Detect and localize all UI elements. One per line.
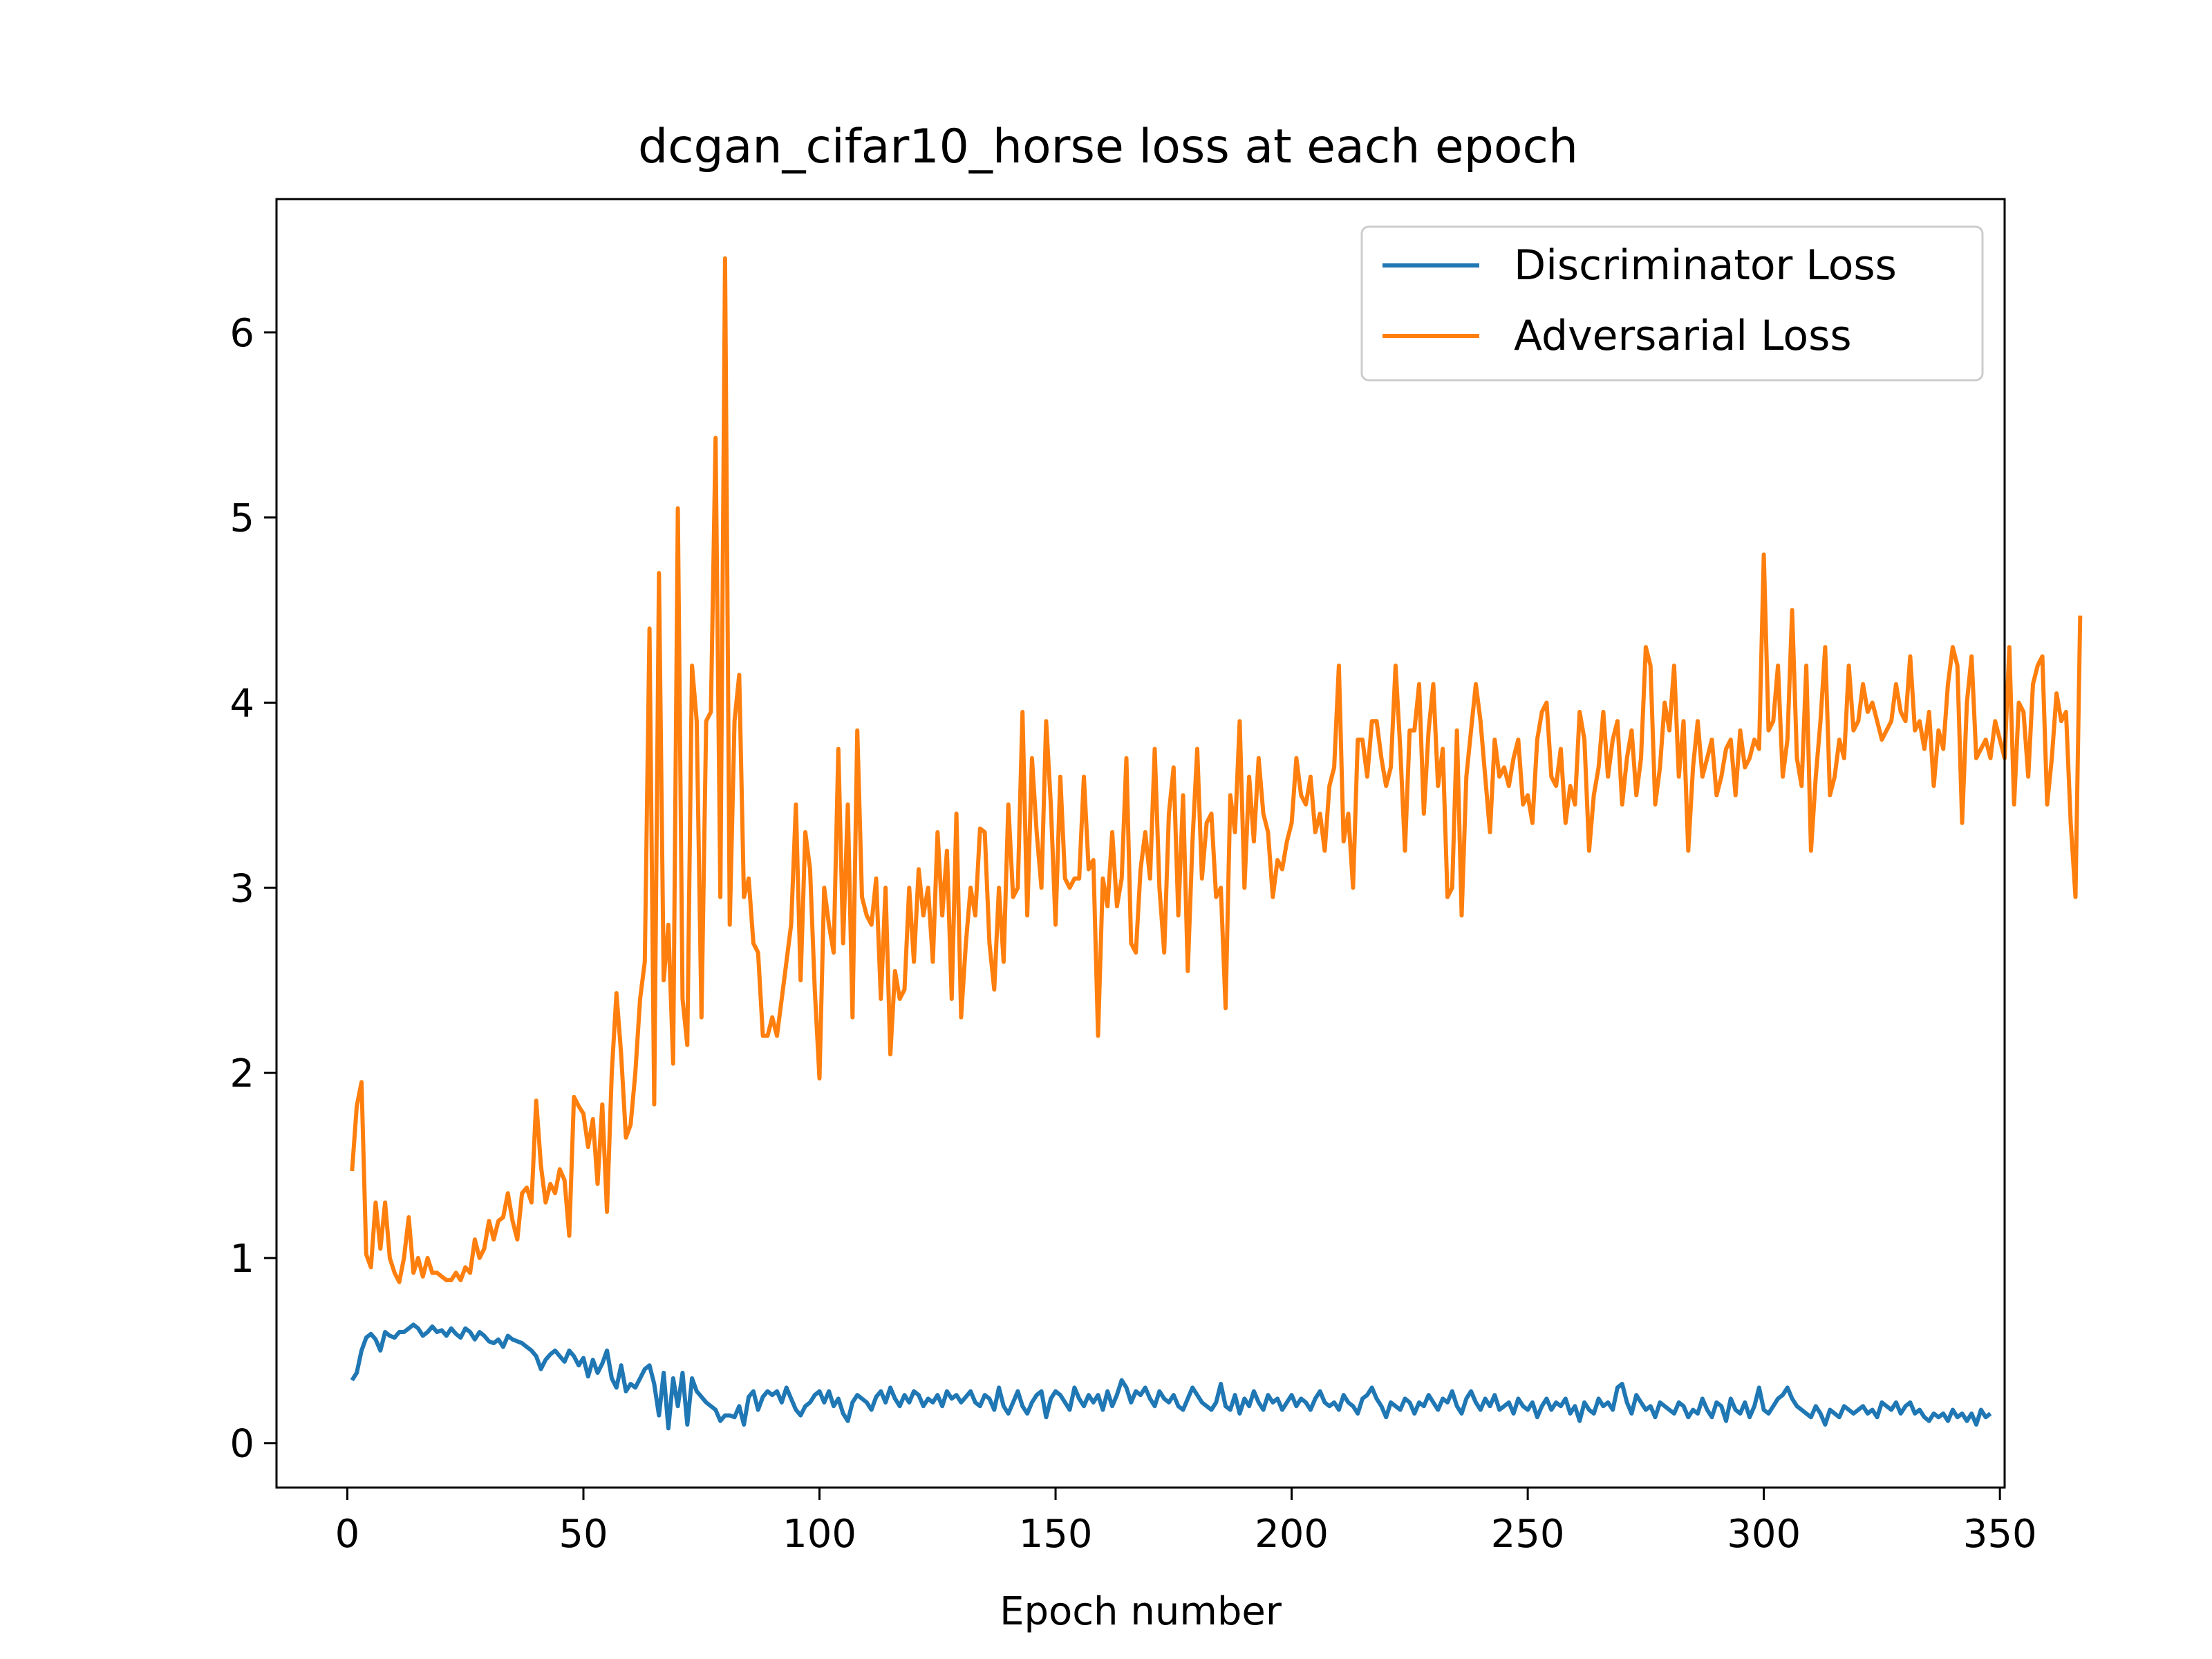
x-tick-label: 50 (559, 1512, 608, 1557)
y-tick-label: 0 (229, 1422, 254, 1467)
y-axis: 0 1 2 3 4 5 6 (229, 311, 276, 1467)
x-tick-label: 150 (1019, 1512, 1093, 1557)
series-layer (350, 256, 2083, 1431)
legend-label-adversarial: Adversarial Loss (1514, 312, 1852, 360)
y-tick-label: 3 (229, 866, 254, 911)
x-tick-label: 350 (1963, 1512, 2037, 1557)
x-axis: 0 50 100 150 200 250 300 350 (335, 1488, 2037, 1557)
y-tick-label: 5 (229, 496, 254, 541)
x-axis-label: Epoch number (1000, 1589, 1282, 1634)
series-line-adversarial (350, 256, 2083, 1284)
series-line-discriminator (350, 1322, 1992, 1431)
y-tick-label: 1 (229, 1237, 254, 1282)
legend-label-discriminator: Discriminator Loss (1514, 241, 1897, 290)
x-tick-label: 200 (1255, 1512, 1329, 1557)
y-tick-label: 4 (229, 681, 254, 726)
legend-box (1360, 225, 1984, 382)
x-tick-label: 0 (335, 1512, 360, 1557)
chart-title: dcgan_cifar10_horse loss at each epoch (638, 120, 1578, 174)
x-tick-label: 250 (1491, 1512, 1565, 1557)
y-tick-label: 6 (229, 311, 254, 356)
x-tick-label: 300 (1727, 1512, 1801, 1557)
legend: Discriminator Loss Adversarial Loss (1360, 225, 1984, 382)
y-tick-label: 2 (229, 1051, 254, 1096)
plot-frame (275, 198, 2006, 1489)
x-tick-label: 100 (782, 1512, 856, 1557)
